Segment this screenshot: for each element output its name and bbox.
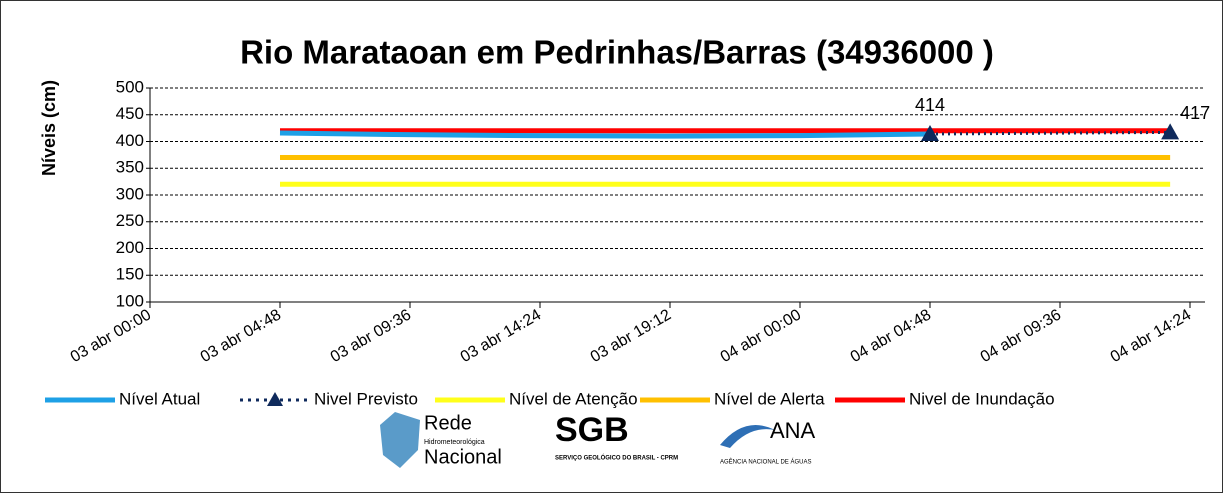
chart-title: Rio Marataoan em Pedrinhas/Barras (34936…	[240, 34, 994, 71]
logo-text: Hidrometeorológica	[424, 439, 485, 446]
y-tick-label: 200	[116, 238, 144, 257]
legend-label: Nível de Alerta	[714, 389, 825, 408]
series-line	[929, 130, 1171, 136]
y-tick-label: 500	[116, 77, 144, 96]
marker	[1161, 123, 1180, 140]
y-tick-label: 400	[116, 131, 144, 150]
series-line	[279, 130, 931, 139]
legend-label: Nível de Atenção	[509, 389, 638, 408]
logo-icon	[720, 425, 775, 448]
data-label: 417	[1180, 103, 1210, 123]
logo-text: Rede	[424, 412, 472, 434]
logo-text: SERVIÇO GEOLÓGICO DO BRASIL - CPRM	[555, 454, 678, 462]
logo-text: SGB	[555, 411, 629, 449]
logo-icon	[380, 412, 420, 468]
logos: Rede Hidrometeorológica Nacional SGB SER…	[380, 411, 816, 468]
legend-label: Nível Atual	[119, 389, 200, 408]
y-tick-label: 150	[116, 265, 144, 284]
legend-marker	[267, 392, 283, 406]
marker	[921, 125, 939, 142]
logo-text: AGÊNCIA NACIONAL DE ÁGUAS	[720, 458, 811, 466]
legend-label: Nivel Previsto	[314, 389, 418, 408]
legend-label: Nivel de Inundação	[909, 389, 1055, 408]
logo-text: Nacional	[424, 446, 502, 468]
y-axis-label: Níveis (cm)	[39, 80, 59, 176]
y-tick-label: 300	[116, 184, 144, 203]
y-tick-label: 350	[116, 158, 144, 177]
y-tick-label: 250	[116, 211, 144, 230]
data-label: 414	[915, 95, 945, 115]
y-tick-label: 100	[116, 291, 144, 310]
y-tick-label: 450	[116, 104, 144, 123]
logo-text: ANA	[770, 418, 816, 443]
